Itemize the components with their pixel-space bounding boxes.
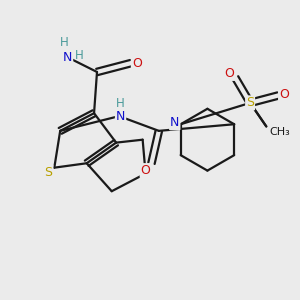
Text: N: N — [116, 110, 125, 123]
Text: O: O — [141, 164, 151, 177]
Text: N: N — [63, 51, 72, 64]
Text: H: H — [116, 97, 125, 110]
Text: CH₃: CH₃ — [269, 127, 290, 137]
Text: O: O — [132, 57, 142, 70]
Text: N: N — [170, 116, 179, 129]
Text: O: O — [225, 67, 234, 80]
Text: H: H — [60, 36, 69, 49]
Text: S: S — [44, 166, 52, 178]
Text: S: S — [246, 96, 254, 110]
Text: O: O — [279, 88, 289, 100]
Text: H: H — [75, 49, 84, 62]
